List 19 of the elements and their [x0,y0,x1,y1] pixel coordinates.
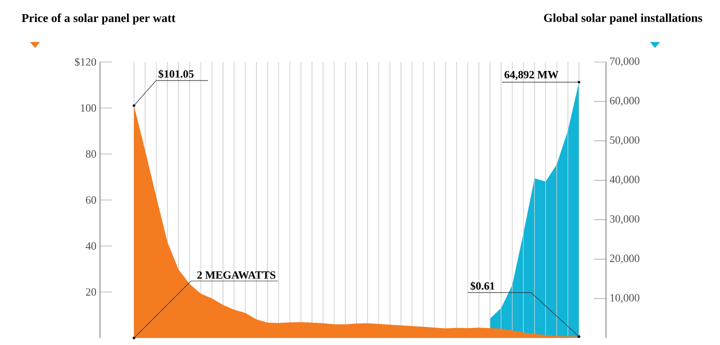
annotation: 2 MEGAWATTS [197,271,276,279]
y-tick-label: 80 [86,150,96,158]
y2-tick-label: 70,000 [610,58,640,67]
y-tick-label: 100 [80,104,96,112]
annotation: $101.05 [158,70,194,78]
y2-tick-label: 10,000 [610,294,640,304]
y2-tick-label: 30,000 [610,215,640,224]
y-tick-label: 40 [86,242,96,250]
y-tick-label: 20 [86,288,96,296]
y-tick-label: $120 [74,58,96,66]
y2-axis-title: Global solar panel installations [544,14,702,24]
y2-tick-label: 50,000 [610,136,640,146]
y2-tick-label: 60,000 [610,97,640,106]
y2-tick-label: 20,000 [610,254,640,264]
annotation: 64,892 MW [504,70,558,80]
y-tick-label: 60 [86,196,96,204]
annotation: $0.61 [470,282,494,290]
y-axis-title: Price of a solar panel per watt [22,14,176,25]
y2-tick-label: 40,000 [610,176,640,185]
